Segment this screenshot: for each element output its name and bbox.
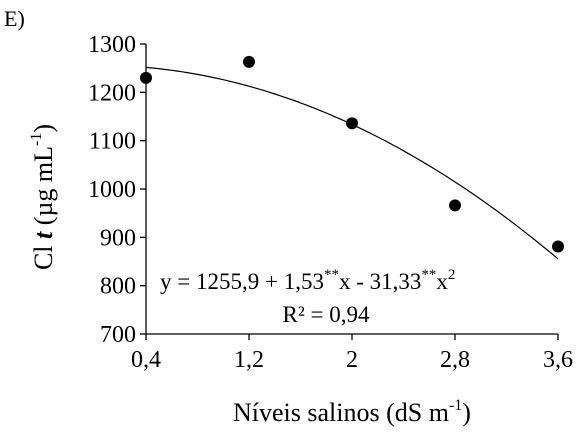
data-point (346, 117, 358, 130)
y-tick-label: 700 (100, 322, 136, 348)
data-point (449, 199, 461, 212)
y-tick-label: 1300 (88, 32, 136, 58)
data-point (140, 71, 152, 84)
y-ticks: 700 800 900 1000 1100 1200 1300 (88, 32, 146, 348)
y-tick-label: 1100 (89, 129, 136, 155)
x-tick-label: 2 (346, 347, 358, 373)
r-squared: R² = 0,94 (283, 302, 370, 327)
x-tick-label: 3,6 (543, 347, 573, 373)
data-point (552, 240, 564, 253)
x-axis-title: Níveis salinos (dS m-1) (233, 397, 471, 427)
data-point (243, 55, 255, 68)
data-points (140, 55, 564, 253)
panel-label: E) (4, 6, 25, 31)
y-tick-label: 900 (100, 225, 136, 251)
y-tick-label: 800 (100, 274, 136, 300)
y-tick-label: 1000 (88, 177, 136, 203)
y-axis-title: Cl t (µg mL-1) (28, 124, 58, 270)
x-tick-label: 2,8 (440, 347, 470, 373)
regression-equation: y = 1255,9 + 1,53**x - 31,33**x2 (160, 267, 455, 294)
x-tick-label: 0,4 (131, 347, 161, 373)
x-tick-label: 1,2 (234, 347, 264, 373)
x-ticks: 0,4 1,2 2 2,8 3,6 (131, 334, 573, 373)
y-tick-label: 1200 (88, 80, 136, 106)
trendline (145, 66, 559, 260)
